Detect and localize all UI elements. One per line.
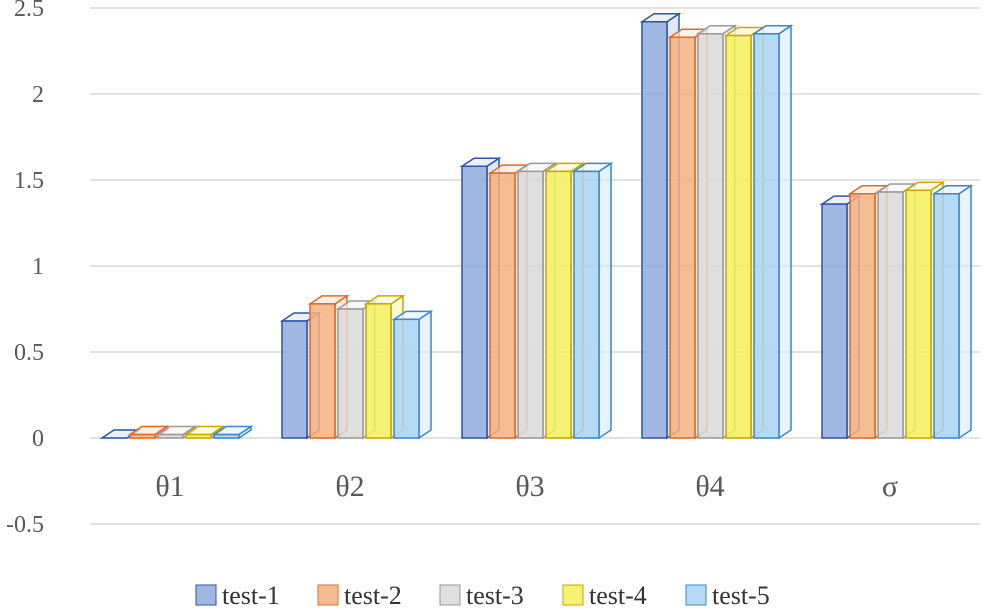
- bar-test-5-2: [571, 161, 614, 440]
- legend-item-test-1: test-1: [195, 581, 280, 610]
- y-tick-label: 0.5: [14, 340, 44, 366]
- legend-swatch: [317, 584, 339, 606]
- bars: [99, 12, 974, 440]
- x-category-label: θ4: [695, 470, 724, 503]
- bar-test-3-0: [155, 425, 198, 440]
- x-category-label: θ2: [335, 470, 364, 503]
- bar-test-5-3: [751, 24, 794, 440]
- bar-test-5-4: [931, 184, 974, 440]
- y-tick-label: 2.5: [14, 0, 44, 22]
- x-category-label: θ3: [515, 470, 544, 503]
- legend-item-test-4: test-4: [562, 581, 647, 610]
- x-axis-category-labels: θ1 θ2 θ3 θ4 σ: [155, 470, 898, 503]
- legend-item-test-3: test-3: [439, 581, 524, 610]
- x-category-label: σ: [882, 470, 898, 503]
- y-tick-label: -0.5: [6, 512, 44, 538]
- legend: test-1 test-2 test-3 test-4 test-5: [195, 581, 770, 610]
- bar-test-5-1: [391, 309, 434, 440]
- legend-label: test-5: [712, 581, 770, 610]
- legend-item-test-2: test-2: [317, 581, 402, 610]
- y-axis-tick-labels: -0.5 0 0.5 1 1.5 2 2.5: [6, 0, 44, 538]
- legend-swatch: [562, 584, 584, 606]
- legend-label: test-1: [222, 581, 280, 610]
- legend-label: test-3: [466, 581, 524, 610]
- y-tick-label: 1.5: [14, 168, 44, 194]
- legend-swatch: [195, 584, 217, 606]
- bar-test-2-0: [127, 425, 170, 440]
- legend-label: test-4: [589, 581, 647, 610]
- y-tick-label: 0: [32, 426, 44, 452]
- legend-label: test-2: [344, 581, 402, 610]
- y-tick-label: 1: [32, 254, 44, 280]
- legend-item-test-5: test-5: [685, 581, 770, 610]
- legend-swatch: [439, 584, 461, 606]
- y-tick-label: 2: [32, 82, 44, 108]
- x-category-label: θ1: [155, 470, 184, 503]
- bar-test-5-0: [211, 425, 254, 440]
- legend-swatch: [685, 584, 707, 606]
